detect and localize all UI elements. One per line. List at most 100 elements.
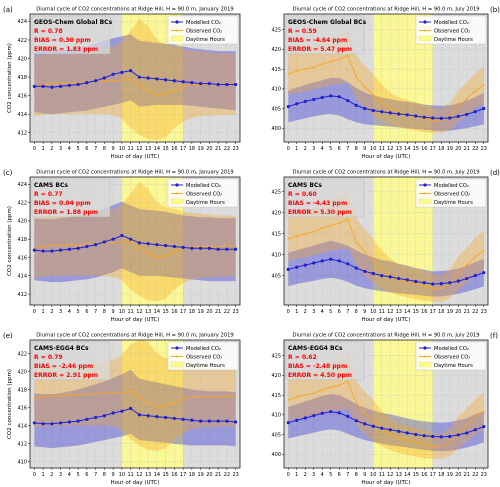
- observed-point: +: [295, 395, 299, 401]
- modelled-point: [363, 269, 367, 274]
- observed-line: [288, 54, 485, 121]
- y-tick-label: 400: [271, 126, 281, 132]
- x-tick-label: 17: [430, 146, 436, 152]
- legend-modelled-label: Modelled CO₂: [186, 20, 221, 26]
- observed-point: +: [482, 408, 486, 414]
- x-tick-label: 0: [287, 472, 290, 478]
- observed-point: +: [172, 400, 176, 406]
- y-tick-label: 414: [17, 112, 27, 118]
- modelled-point: [473, 274, 477, 278]
- x-tick-label: 14: [154, 146, 160, 152]
- stats-box: CAMS-EGG4 BCs R = 0.79 BIAS = -2.46 ppm ERR…: [31, 341, 111, 381]
- y-tick-label: 410: [271, 252, 281, 258]
- stats-box: CAMS-EGG4 BCs R = 0.62 BIAS = -2.48 ppm ERR…: [285, 341, 365, 381]
- modelled-point: [312, 261, 316, 265]
- stats-bias: BIAS = -2.46 ppm: [34, 363, 93, 370]
- stats-bias: BIAS = -4.43 ppm: [288, 200, 347, 207]
- x-tick-label: 14: [404, 472, 410, 478]
- x-tick-label: 7: [94, 146, 97, 152]
- y-tick-label: 416: [17, 255, 27, 261]
- observed-point: +: [120, 390, 124, 396]
- modelled-point: [67, 420, 71, 424]
- chart-title: Diurnal cycle of CO2 concentrations at R…: [292, 333, 479, 339]
- x-tick-label: 3: [59, 472, 62, 478]
- modelled-range-band: [288, 240, 484, 297]
- stats-model-name: CAMS BCs: [288, 182, 322, 189]
- observed-range-band: [34, 18, 236, 141]
- x-axis-label: Hour of day (UTC): [361, 154, 410, 160]
- observed-point: +: [146, 89, 150, 95]
- x-tick-label: 10: [119, 309, 125, 315]
- observed-point: +: [439, 444, 443, 450]
- x-tick-label: 11: [127, 146, 133, 152]
- modelled-point: [190, 418, 194, 422]
- chart-title: Diurnal cycle of CO2 concentrations at R…: [36, 7, 233, 13]
- legend-daytime-label: Daytime Hours: [186, 200, 225, 206]
- observed-point: +: [295, 233, 299, 239]
- modelled-point: [76, 246, 80, 250]
- x-tick-label: 11: [379, 146, 385, 152]
- legend-daytime-swatch: [170, 198, 184, 205]
- modelled-point: [422, 434, 426, 438]
- x-tick-label: 0: [33, 309, 36, 315]
- legend: Modelled CO₂ + Observed CO₂ Daytime Hours: [167, 341, 239, 371]
- x-tick-label: 14: [154, 472, 160, 478]
- observed-point: +: [286, 397, 290, 403]
- y-tick-label: 416: [17, 93, 27, 99]
- observed-point: +: [329, 59, 333, 65]
- observed-point: +: [456, 430, 460, 436]
- stats-box-background: [31, 15, 111, 55]
- legend-box: [415, 178, 487, 208]
- stats-bias: BIAS = 0.04 ppm: [34, 200, 91, 207]
- x-tick-label: 13: [396, 472, 402, 478]
- observed-point: +: [354, 75, 358, 81]
- observed-point: +: [67, 80, 71, 86]
- x-tick-label: 2: [304, 146, 307, 152]
- x-tick-label: 19: [447, 146, 453, 152]
- y-tick-label: 420: [271, 373, 281, 379]
- x-tick-label: 21: [215, 146, 221, 152]
- observed-point: +: [146, 250, 150, 256]
- modelled-point: [41, 249, 45, 253]
- observed-point: +: [320, 226, 324, 232]
- observed-point: +: [431, 118, 435, 124]
- stats-box-background: [285, 341, 365, 381]
- legend-box: [167, 341, 239, 371]
- modelled-point: [146, 76, 150, 80]
- modelled-point: [422, 281, 426, 285]
- x-tick-label: 12: [136, 146, 142, 152]
- observed-point: +: [225, 243, 229, 249]
- observed-point: +: [155, 405, 159, 411]
- modelled-point: [120, 70, 124, 75]
- modelled-point: [448, 116, 452, 120]
- plot-frame: [29, 13, 241, 143]
- modelled-point: [482, 425, 486, 429]
- x-tick-label: 4: [321, 146, 324, 152]
- modelled-point: [111, 72, 115, 76]
- x-tick-label: 2: [50, 472, 53, 478]
- observed-point: +: [337, 383, 341, 389]
- modelled-point: [337, 411, 341, 415]
- x-tick-label: 7: [346, 309, 349, 315]
- modelled-point: [225, 419, 229, 423]
- observed-point: +: [129, 77, 133, 83]
- modelled-point: [456, 114, 460, 118]
- observed-point: +: [172, 250, 176, 256]
- x-tick-label: 5: [329, 472, 332, 478]
- modelled-point: [120, 233, 124, 238]
- observed-point: +: [448, 440, 452, 446]
- modelled-point: [199, 81, 203, 86]
- x-tick-label: 6: [338, 472, 341, 478]
- modelled-point: [155, 243, 159, 247]
- x-tick-label: 18: [189, 146, 195, 152]
- modelled-point: [397, 429, 401, 433]
- modelled-point: [295, 265, 299, 269]
- x-tick-label: 7: [94, 472, 97, 478]
- observed-point: +: [137, 245, 141, 251]
- stats-error: ERROR = 5.30 ppm: [288, 209, 352, 216]
- modelled-point: [59, 248, 63, 252]
- observed-point: +: [422, 442, 426, 448]
- chart-title: Diurnal cycle of CO2 concentrations at R…: [36, 333, 233, 339]
- y-tick-label: 415: [271, 67, 281, 73]
- x-tick-label: 9: [112, 472, 115, 478]
